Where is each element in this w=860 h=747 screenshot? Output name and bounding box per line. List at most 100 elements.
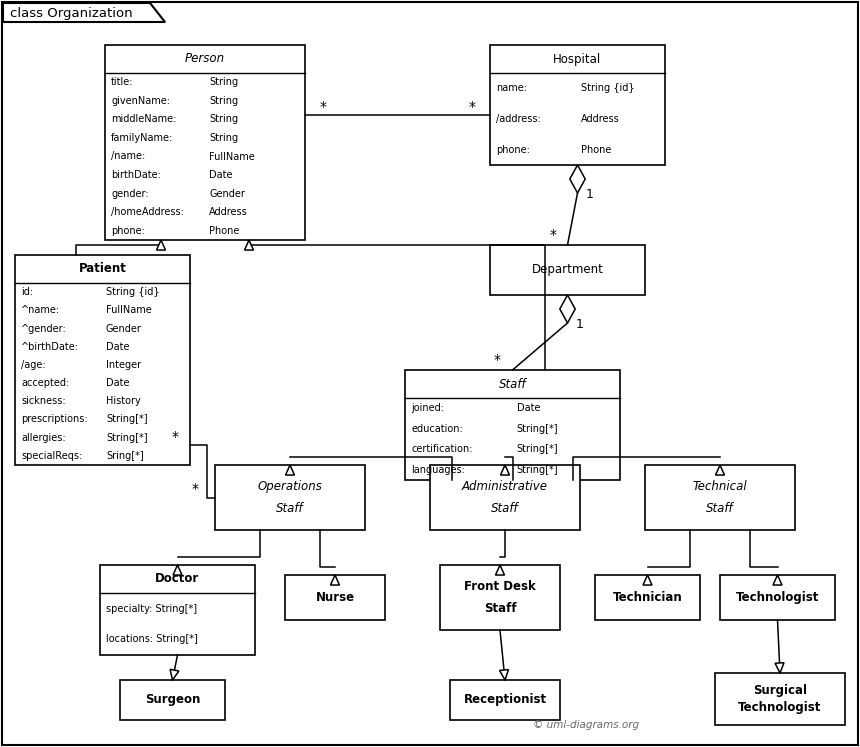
Text: Staff: Staff	[499, 377, 526, 391]
Bar	[100, 565, 255, 655]
Text: ^birthDate:: ^birthDate:	[21, 341, 79, 352]
Text: Gender: Gender	[209, 188, 245, 199]
Text: String {id}: String {id}	[106, 287, 160, 297]
Text: gender:: gender:	[111, 188, 149, 199]
Text: FullName: FullName	[209, 152, 255, 161]
Text: *: *	[171, 430, 179, 444]
Polygon shape	[560, 295, 575, 323]
Polygon shape	[3, 3, 165, 22]
Bar	[405, 370, 620, 480]
Text: Operations: Operations	[257, 480, 322, 493]
Text: Doctor: Doctor	[156, 572, 200, 586]
Text: phone:: phone:	[111, 226, 144, 236]
Text: Phone: Phone	[209, 226, 239, 236]
Text: birthDate:: birthDate:	[111, 170, 161, 180]
Polygon shape	[330, 575, 340, 585]
Bar	[595, 575, 700, 620]
Text: History: History	[106, 397, 141, 406]
Bar	[430, 465, 580, 530]
Text: Date: Date	[106, 378, 130, 388]
Bar	[645, 465, 795, 530]
Bar	[490, 245, 645, 295]
Text: Department: Department	[531, 264, 604, 276]
Text: String {id}: String {id}	[581, 84, 635, 93]
Text: Date: Date	[209, 170, 232, 180]
Polygon shape	[286, 465, 294, 475]
Text: certification:: certification:	[411, 444, 472, 454]
Text: name:: name:	[496, 84, 527, 93]
Text: Date: Date	[517, 403, 540, 413]
Text: Gender: Gender	[106, 323, 142, 333]
Text: FullName: FullName	[106, 306, 151, 315]
Text: Technical: Technical	[692, 480, 747, 493]
Text: class Organization: class Organization	[10, 7, 132, 20]
Text: String: String	[209, 96, 238, 106]
Text: Administrative: Administrative	[462, 480, 548, 493]
Text: *: *	[192, 483, 199, 497]
Text: middleName:: middleName:	[111, 114, 176, 125]
Text: © uml-diagrams.org: © uml-diagrams.org	[533, 720, 639, 730]
Text: title:: title:	[111, 77, 133, 87]
Text: *: *	[469, 100, 476, 114]
Bar	[450, 680, 560, 720]
Text: Staff: Staff	[491, 502, 519, 515]
Bar	[490, 45, 665, 165]
Polygon shape	[157, 240, 165, 250]
Text: familyName:: familyName:	[111, 133, 173, 143]
Text: ^gender:: ^gender:	[21, 323, 67, 333]
Text: String[*]: String[*]	[517, 465, 558, 475]
Text: *: *	[550, 228, 557, 242]
Text: /name:: /name:	[111, 152, 145, 161]
Polygon shape	[643, 575, 652, 585]
Bar	[440, 565, 560, 630]
Text: id:: id:	[21, 287, 34, 297]
Text: String[*]: String[*]	[106, 433, 148, 443]
Text: Front Desk: Front Desk	[464, 580, 536, 593]
Bar	[720, 575, 835, 620]
Text: languages:: languages:	[411, 465, 465, 475]
Text: Date: Date	[106, 341, 130, 352]
Text: Surgical: Surgical	[753, 684, 807, 697]
Text: String: String	[209, 77, 238, 87]
Text: locations: String[*]: locations: String[*]	[106, 634, 198, 645]
Text: Surgeon: Surgeon	[144, 693, 200, 707]
Text: Sring[*]: Sring[*]	[106, 451, 144, 461]
Text: /address:: /address:	[496, 114, 541, 124]
Bar	[215, 465, 365, 530]
Text: allergies:: allergies:	[21, 433, 65, 443]
Text: specialty: String[*]: specialty: String[*]	[106, 604, 197, 613]
Polygon shape	[495, 565, 505, 575]
Text: Nurse: Nurse	[316, 591, 354, 604]
Text: 1: 1	[586, 188, 593, 202]
Polygon shape	[170, 669, 179, 680]
Text: Patient: Patient	[78, 262, 126, 276]
Text: phone:: phone:	[496, 145, 530, 155]
Text: String: String	[209, 133, 238, 143]
Text: Hospital: Hospital	[553, 52, 602, 66]
Text: String[*]: String[*]	[517, 444, 558, 454]
Bar	[15, 255, 190, 465]
Polygon shape	[716, 465, 724, 475]
Text: String[*]: String[*]	[106, 415, 148, 424]
Text: /age:: /age:	[21, 360, 46, 370]
Polygon shape	[501, 465, 509, 475]
Text: Address: Address	[209, 207, 248, 217]
Text: /homeAddress:: /homeAddress:	[111, 207, 184, 217]
Text: accepted:: accepted:	[21, 378, 70, 388]
Text: Integer: Integer	[106, 360, 141, 370]
Polygon shape	[775, 663, 784, 673]
Text: joined:: joined:	[411, 403, 444, 413]
Text: Phone: Phone	[581, 145, 611, 155]
Text: Staff: Staff	[276, 502, 304, 515]
Text: *: *	[320, 100, 327, 114]
Text: prescriptions:: prescriptions:	[21, 415, 88, 424]
Polygon shape	[173, 565, 182, 575]
Text: givenName:: givenName:	[111, 96, 170, 106]
Bar	[285, 575, 385, 620]
Text: *: *	[494, 353, 501, 367]
Text: education:: education:	[411, 424, 463, 434]
Text: Staff: Staff	[483, 602, 516, 615]
Polygon shape	[244, 240, 254, 250]
Text: Person: Person	[185, 52, 225, 66]
Text: 1: 1	[575, 318, 583, 332]
